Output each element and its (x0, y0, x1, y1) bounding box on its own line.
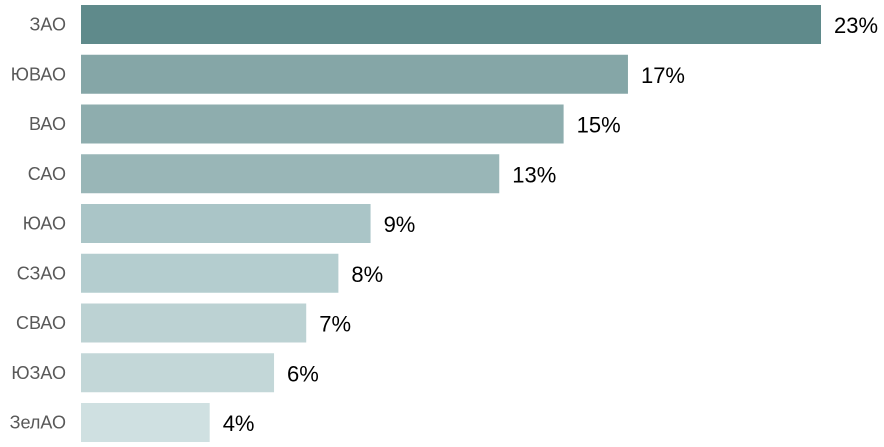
bars-layer (81, 5, 821, 442)
value-label: 6% (287, 361, 319, 386)
bar-7 (81, 353, 275, 393)
category-label: ЗАО (30, 15, 66, 35)
bar-8 (81, 403, 210, 442)
bar-2 (81, 104, 564, 144)
bar-6 (81, 303, 307, 343)
value-label: 4% (223, 411, 255, 436)
value-label: 7% (319, 312, 351, 337)
value-label: 15% (577, 113, 621, 138)
category-label: ЮАО (23, 214, 66, 234)
bar-0 (81, 5, 821, 44)
category-label: СВАО (16, 313, 66, 333)
value-label: 8% (351, 262, 383, 287)
value-label: 9% (384, 212, 416, 237)
category-label: СЗАО (17, 263, 66, 283)
value-label: 17% (641, 63, 685, 88)
value-label: 13% (512, 162, 556, 187)
bar-1 (81, 54, 628, 94)
bar-4 (81, 204, 371, 243)
category-label: САО (28, 164, 66, 184)
category-label: ЮЗАО (11, 363, 66, 383)
category-labels: ЗАО ЮВАО ВАО САО ЮАО СЗАО СВАО ЮЗАО ЗелАО (10, 15, 66, 433)
value-label: 23% (834, 13, 878, 38)
bar-3 (81, 154, 500, 194)
category-label: ЗелАО (10, 413, 66, 433)
value-labels: 23% 17% 15% 13% 9%8%7%6% 4% (223, 13, 878, 436)
bar-5 (81, 253, 339, 293)
category-label: ЮВАО (11, 64, 66, 84)
category-label: ВАО (29, 114, 66, 134)
